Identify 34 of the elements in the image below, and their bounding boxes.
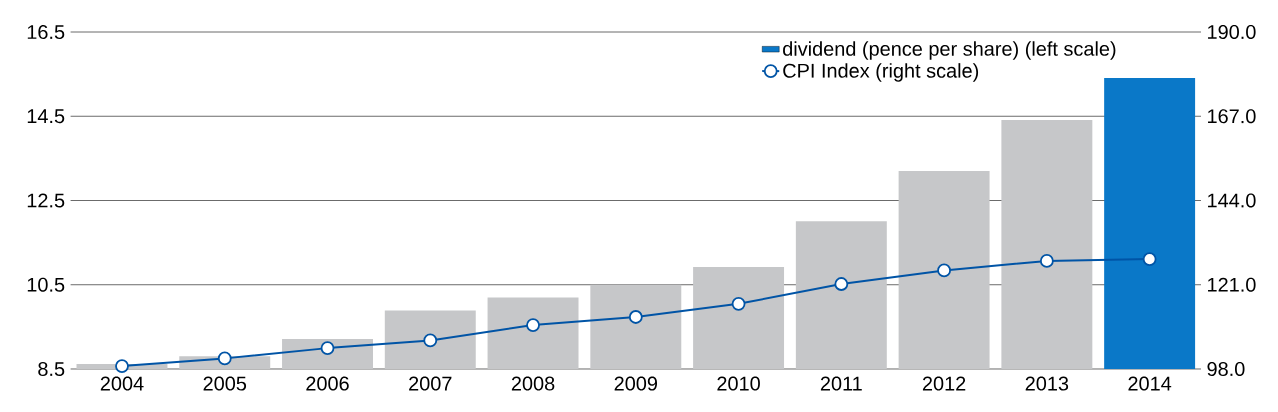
y-tick-label: 16.5 — [27, 24, 65, 40]
x-tick-label: 2005 — [203, 376, 247, 391]
y-tick-label: 12.5 — [27, 193, 65, 208]
y2-tick-label: 144.0 — [1208, 193, 1256, 208]
point — [115, 359, 129, 373]
point — [731, 296, 746, 311]
x-tick-label: 2012 — [922, 376, 966, 391]
x-tick-label: 2011 — [820, 376, 862, 391]
legend-label: dividend (pence per share) (left scale) — [783, 41, 1116, 60]
point — [834, 277, 849, 291]
x-tick-label: 2014 — [1128, 376, 1172, 391]
y-tick-label: 10.5 — [27, 277, 65, 292]
point — [628, 310, 643, 324]
x-tick-label: 2009 — [614, 376, 658, 391]
x-tick-label: 2004 — [100, 376, 144, 391]
point — [320, 341, 335, 356]
y2-tick-label: 121.0 — [1208, 277, 1256, 292]
x-tick-label: 2007 — [409, 376, 452, 391]
x-tick-label: 2008 — [511, 376, 555, 391]
x-tick-label: 2013 — [1025, 376, 1069, 391]
x-tick-label: 2010 — [717, 376, 760, 391]
point — [937, 263, 951, 278]
x-tick-label: 2006 — [306, 376, 349, 391]
y-tick-label: 8.5 — [38, 361, 65, 377]
y-tick-label: 14.5 — [27, 109, 65, 124]
y2-tick-label: 167.0 — [1208, 109, 1256, 124]
y2-tick-label: 98.0 — [1207, 361, 1245, 377]
point — [1039, 254, 1054, 268]
legend-label: CPI Index (right scale) — [783, 63, 979, 82]
point — [526, 318, 540, 332]
point — [1142, 252, 1157, 267]
point — [217, 351, 232, 366]
y2-tick-label: 190.0 — [1208, 24, 1256, 40]
point — [423, 333, 438, 348]
